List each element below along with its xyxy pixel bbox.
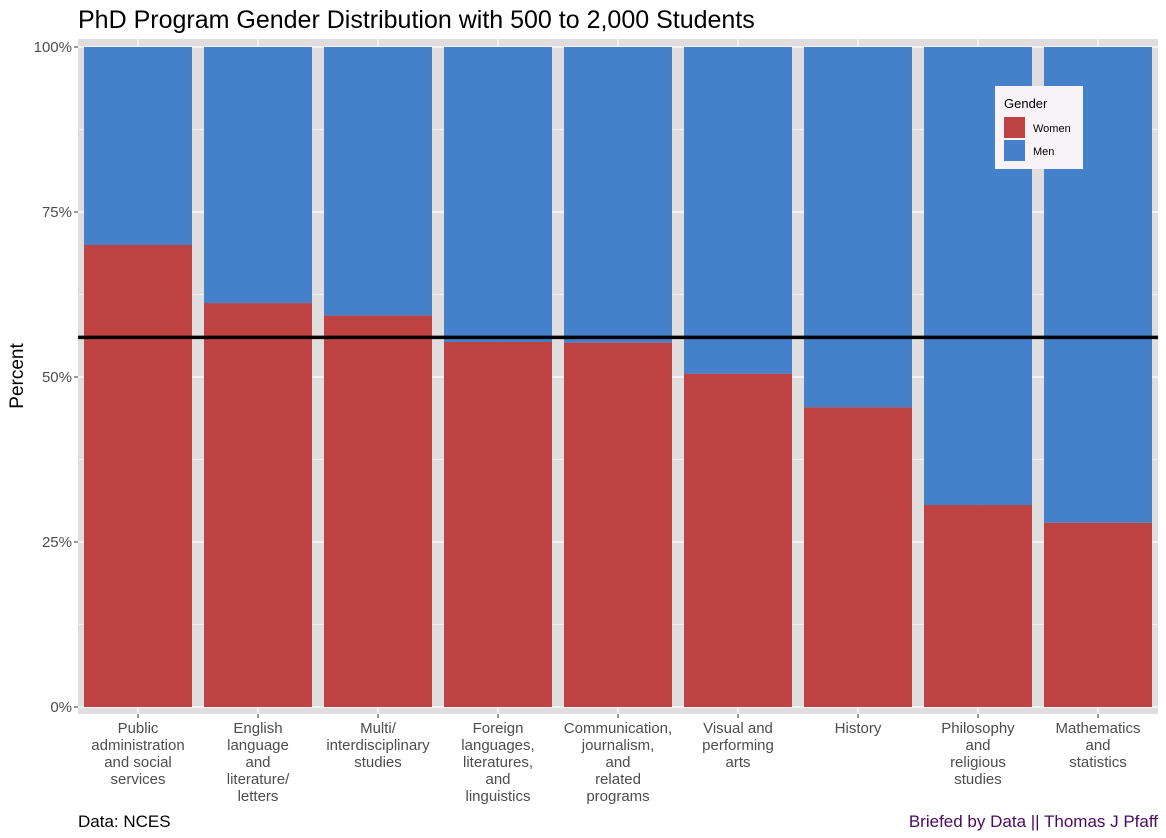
bar-women-0	[84, 245, 192, 707]
x-tick-label-0: Public administration and social services	[91, 720, 184, 788]
legend-title: Gender	[1004, 96, 1048, 111]
x-tick-label-line: languages,	[461, 737, 534, 754]
x-tick-label-line: studies	[954, 771, 1002, 788]
x-tick-label-line: administration	[91, 737, 184, 754]
legend-label-women: Women	[1033, 123, 1071, 135]
x-tick-label-6: History	[835, 720, 882, 737]
x-tick-label-line: journalism,	[581, 737, 655, 754]
x-tick-label-7: Philosophy and religious studies	[941, 720, 1015, 788]
y-tick-label-4: 100%	[34, 39, 72, 56]
bars	[84, 47, 1152, 707]
x-tick-label-line: letters	[238, 788, 279, 805]
chart-title: PhD Program Gender Distribution with 500…	[78, 6, 755, 34]
x-tick-label-2: Multi/interdisciplinary studies	[326, 720, 430, 771]
bar-men-6	[804, 47, 912, 408]
x-tick-label-line: Public	[118, 720, 159, 737]
x-tick-label-line: and	[965, 737, 990, 754]
x-tick-label-line: Foreign	[473, 720, 524, 737]
bar-women-5	[684, 373, 792, 707]
bar-men-3	[444, 47, 552, 343]
x-tick-label-line: religious	[950, 754, 1006, 771]
x-tick-label-line: language	[227, 737, 289, 754]
x-tick-label-4: Communication, journalism, and related progr…	[564, 720, 672, 805]
x-tick-label-line: interdisciplinary	[326, 737, 430, 754]
y-axis: 0% 25% 50% 75% 100%	[34, 39, 78, 716]
legend-swatch-women	[1004, 117, 1025, 138]
x-tick-label-line: studies	[354, 754, 402, 771]
bar-women-1	[204, 303, 312, 707]
x-tick-label-line: Multi/	[360, 720, 397, 737]
legend-swatch-men	[1004, 140, 1025, 161]
y-axis-title: Percent	[7, 343, 28, 409]
bar-women-6	[804, 407, 912, 707]
bar-women-4	[564, 342, 672, 707]
bar-men-1	[204, 47, 312, 304]
y-tick-label-3: 75%	[42, 204, 72, 221]
bar-men-4	[564, 47, 672, 343]
x-tick-label-line: arts	[725, 754, 750, 771]
x-tick-label-line: and social	[104, 754, 172, 771]
y-tick-label-1: 25%	[42, 534, 72, 551]
x-tick-label-line: and	[485, 771, 510, 788]
x-tick-label-line: services	[110, 771, 165, 788]
legend: Gender Women Men	[995, 86, 1083, 169]
legend-label-men: Men	[1033, 146, 1054, 158]
bar-women-7	[924, 505, 1032, 707]
caption-credit: Briefed by Data || Thomas J Pfaff	[909, 812, 1158, 831]
x-axis: Public administration and social services En…	[91, 714, 1141, 805]
x-tick-label-line: and	[245, 754, 270, 771]
x-tick-label-line: programs	[586, 788, 649, 805]
x-tick-label-8: Mathematics and statistics	[1055, 720, 1140, 771]
y-tick-label-2: 50%	[42, 369, 72, 386]
x-tick-label-line: Communication,	[564, 720, 672, 737]
x-tick-label-line: Mathematics	[1055, 720, 1140, 737]
x-tick-label-5: Visual and performing arts	[702, 720, 774, 771]
x-tick-label-line: performing	[702, 737, 774, 754]
x-tick-label-line: statistics	[1069, 754, 1127, 771]
x-tick-label-line: History	[835, 720, 882, 737]
x-tick-label-1: English language and literature/letters	[227, 720, 290, 805]
x-tick-label-line: Philosophy	[941, 720, 1015, 737]
y-tick-label-0: 0%	[50, 699, 72, 716]
bar-women-2	[324, 315, 432, 707]
caption-source: Data: NCES	[78, 812, 171, 831]
bar-women-8	[1044, 522, 1152, 707]
x-tick-label-3: Foreign languages, literatures, and linguist…	[461, 720, 534, 805]
x-tick-label-line: related	[595, 771, 641, 788]
bar-men-0	[84, 47, 192, 245]
bar-women-3	[444, 342, 552, 707]
x-tick-label-line: literature/	[227, 771, 290, 788]
x-tick-label-line: linguistics	[465, 788, 530, 805]
x-tick-label-line: Visual and	[703, 720, 773, 737]
x-tick-label-line: English	[233, 720, 282, 737]
x-tick-label-line: literatures,	[463, 754, 533, 771]
x-tick-label-line: and	[1085, 737, 1110, 754]
bar-men-2	[324, 47, 432, 316]
bar-men-5	[684, 47, 792, 374]
x-tick-label-line: and	[605, 754, 630, 771]
